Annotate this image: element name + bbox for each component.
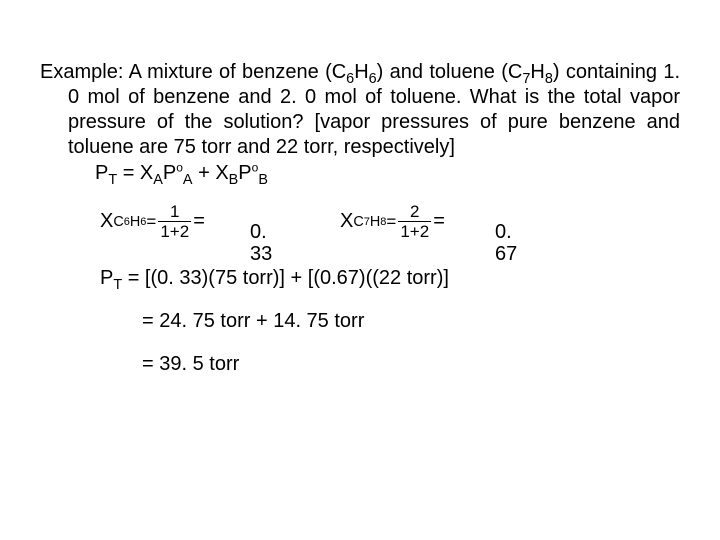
formula-ring1: o	[176, 160, 183, 174]
step-addition: = 24. 75 torr + 14. 75 torr	[100, 310, 680, 333]
frac-benzene-den: 1+2	[158, 221, 191, 240]
toluene-val2: 67	[495, 243, 517, 265]
benzene-h: H	[354, 61, 368, 83]
toluene-h: H	[530, 61, 544, 83]
formula-pb: P	[238, 162, 251, 184]
toluene-fraction-value: 0. 67	[495, 221, 525, 265]
x-benzene: X	[100, 210, 113, 233]
step-result: = 39. 5 torr	[100, 353, 680, 376]
benzene-val1: 0.	[250, 221, 267, 243]
problem-statement: Example: A mixture of benzene (C6H6) and…	[40, 60, 680, 160]
formula-pa: P	[163, 162, 176, 184]
frac-benzene: 11+2	[158, 203, 191, 240]
x-toluene-eq2: =	[433, 210, 445, 233]
frac-benzene-num: 1	[168, 203, 181, 221]
benzene-val2: 33	[250, 243, 272, 265]
x-toluene-eq1: =	[386, 212, 396, 232]
formula-p: P	[95, 162, 108, 184]
pt-t-sub: T	[113, 277, 122, 293]
mole-fraction-toluene: XC7H8 = 21+2 =	[340, 203, 445, 240]
problem-mid: ) and toluene (C	[377, 61, 523, 83]
formula-eq: = X	[117, 162, 153, 184]
benzene-fraction-value: 0. 33	[250, 221, 280, 265]
formula-plus: + X	[193, 162, 229, 184]
formula-a2-sub: A	[183, 172, 193, 188]
formula-t-sub: T	[108, 172, 117, 188]
toluene-h-sub: 8	[545, 71, 553, 87]
formula-a1-sub: A	[153, 172, 163, 188]
x-toluene: X	[340, 210, 353, 233]
formula-b2-sub: B	[258, 172, 268, 188]
frac-toluene-den: 1+2	[398, 221, 431, 240]
frac-toluene-num: 2	[408, 203, 421, 221]
formula-b1-sub: B	[229, 172, 239, 188]
benzene-h-sub: 6	[369, 71, 377, 87]
x-benzene-eq1: =	[146, 212, 156, 232]
benzene-c-sub: 6	[346, 71, 354, 87]
pt-rest: = [(0. 33)(75 torr)] + [(0.67)((22 torr)…	[122, 267, 449, 289]
frac-toluene: 21+2	[398, 203, 431, 240]
formula-raoult: PT = XAPoA + XBPoB	[40, 162, 680, 185]
x-benzene-eq2: =	[193, 210, 205, 233]
pt-p: P	[100, 267, 113, 289]
total-pressure-substitution: PT = [(0. 33)(75 torr)] + [(0.67)((22 to…	[100, 267, 680, 290]
toluene-val1: 0.	[495, 221, 512, 243]
mole-fraction-benzene: XC6H6 = 11+2 =	[100, 203, 205, 240]
mole-fraction-row: XC6H6 = 11+2 = 0. 33 XC7H8 = 21+2 = 0. 6…	[100, 203, 680, 263]
problem-prefix: Example: A mixture of benzene (C	[40, 61, 346, 83]
